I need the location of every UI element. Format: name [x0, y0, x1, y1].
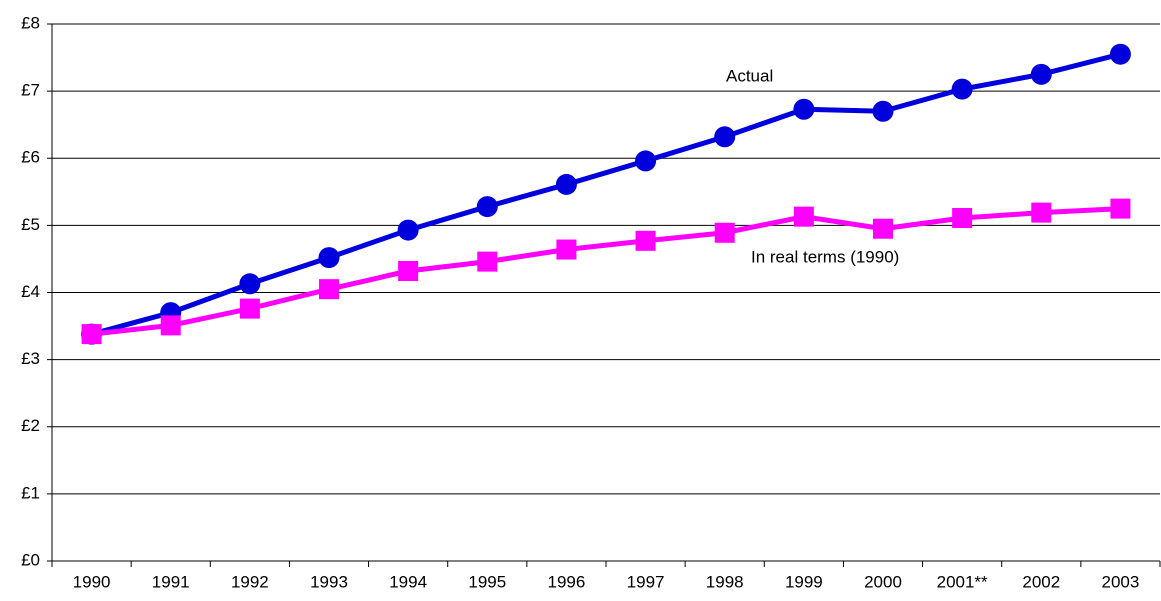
marker: [318, 247, 340, 269]
marker: [555, 173, 577, 195]
marker: [872, 100, 894, 122]
series-label: In real terms (1990): [751, 247, 899, 266]
marker: [952, 207, 973, 228]
x-tick-label: 1993: [310, 572, 348, 591]
x-tick-label: 1996: [548, 572, 586, 591]
marker: [873, 218, 893, 239]
x-tick-label: 1999: [785, 572, 823, 591]
x-tick-label: 2001**: [937, 572, 988, 591]
series-line: [91, 206, 1121, 337]
y-tick-label: £4: [21, 282, 40, 301]
marker: [1109, 43, 1131, 65]
marker: [1031, 202, 1052, 223]
series-label: Actual: [726, 66, 773, 85]
y-tick-label: £7: [21, 81, 40, 100]
x-tick-label: 1991: [152, 572, 190, 591]
marker: [319, 279, 339, 300]
marker: [951, 78, 973, 100]
y-tick-label: £8: [21, 13, 40, 32]
marker: [239, 298, 260, 319]
marker: [793, 98, 815, 120]
x-tick-label: 1994: [389, 572, 427, 591]
marker: [1110, 198, 1131, 219]
y-tick-label: £0: [21, 550, 40, 569]
y-tick-label: £1: [21, 483, 40, 502]
x-tick-label: 1995: [468, 572, 506, 591]
marker: [635, 230, 656, 251]
x-tick-label: 1998: [706, 572, 744, 591]
marker: [1030, 63, 1052, 85]
x-tick-label: 2000: [864, 572, 902, 591]
marker: [239, 273, 261, 295]
x-tick-label: 2002: [1022, 572, 1060, 591]
x-tick-label: 1990: [73, 572, 111, 591]
marker: [398, 261, 419, 282]
x-tick-label: 1992: [231, 572, 269, 591]
marker: [635, 150, 657, 172]
marker: [556, 239, 577, 260]
x-tick-label: 2003: [1102, 572, 1140, 591]
marker: [476, 196, 498, 218]
y-tick-label: £2: [21, 416, 40, 435]
marker: [160, 315, 181, 336]
marker: [477, 251, 498, 272]
y-tick-label: £3: [21, 349, 40, 368]
y-tick-label: £5: [21, 215, 40, 234]
series-line: [90, 51, 1122, 337]
marker: [793, 206, 814, 227]
marker: [397, 219, 419, 241]
marker: [714, 126, 736, 148]
marker: [714, 222, 735, 243]
marker: [81, 324, 102, 345]
y-tick-label: £6: [21, 148, 40, 167]
x-tick-label: 1997: [627, 572, 665, 591]
